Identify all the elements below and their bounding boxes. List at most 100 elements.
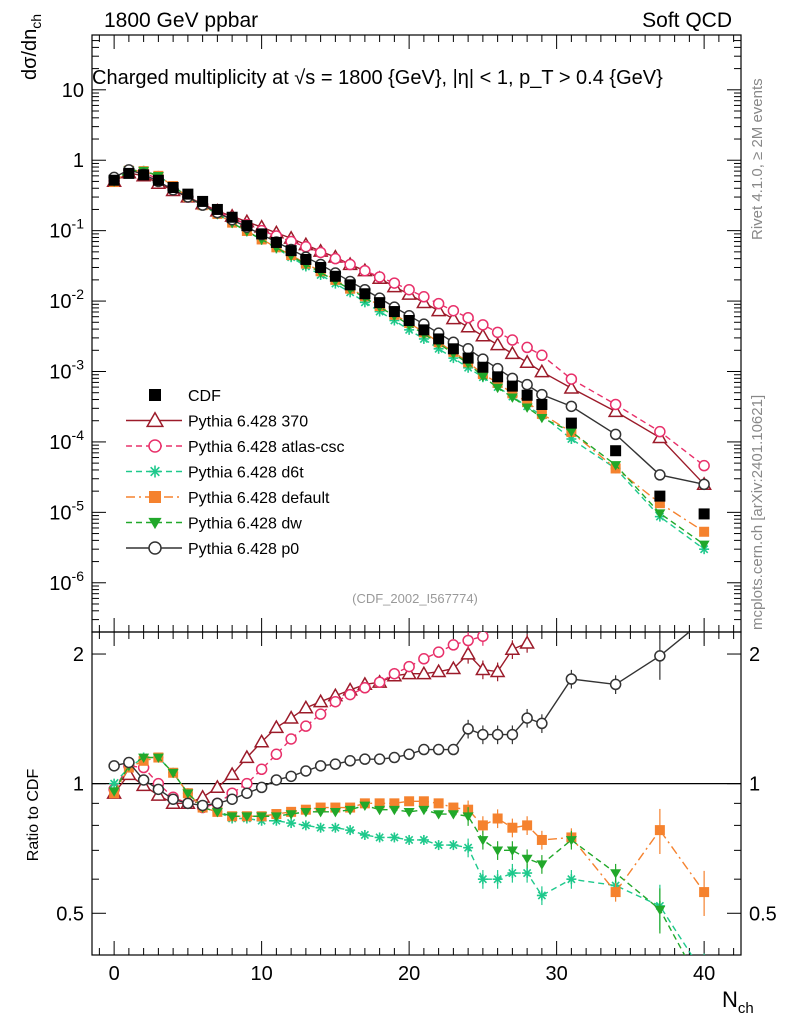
- cdf-point: [418, 324, 430, 336]
- ratio-point: [108, 787, 120, 797]
- ratio-point: [403, 660, 415, 673]
- plot-title: Charged multiplicity at √s = 1800 {GeV},…: [92, 67, 663, 89]
- analysis-watermark: (CDF_2002_I567774): [352, 591, 478, 606]
- ratio-point: [654, 825, 665, 836]
- cdf-point: [138, 169, 150, 181]
- cdf-point: [521, 389, 533, 401]
- ratio-point: [359, 829, 370, 840]
- ratio-point: [448, 802, 459, 813]
- cdf-point: [565, 417, 577, 429]
- ratio-point: [389, 798, 400, 809]
- data-point: [654, 469, 666, 481]
- cdf-point: [123, 167, 135, 179]
- ratio-point: [253, 733, 270, 748]
- ratio-point: [211, 808, 223, 818]
- data-point: [430, 302, 447, 317]
- ratio-point: [565, 673, 578, 685]
- ratio-point: [507, 822, 518, 833]
- ratio-point: [654, 650, 666, 662]
- ratio-point: [300, 808, 312, 818]
- main-y-tick-label: 10-5: [49, 497, 84, 524]
- x-tick-label: 10: [251, 963, 273, 985]
- ratio-y-tick-label-right: 2: [749, 644, 760, 666]
- ratio-point: [477, 874, 488, 885]
- cdf-point: [300, 253, 312, 265]
- ratio-point: [137, 774, 150, 786]
- ratio-point: [241, 777, 253, 790]
- data-point: [445, 310, 462, 325]
- ratio-point: [445, 660, 462, 675]
- cdf-point: [315, 261, 327, 273]
- series-cdf: [108, 167, 710, 520]
- ratio-point: [283, 710, 299, 724]
- legend-marker: [149, 389, 161, 401]
- ratio-point: [506, 728, 519, 741]
- ratio-frame: [91, 631, 742, 956]
- ratio-point: [300, 765, 312, 777]
- legend-marker: [148, 517, 162, 530]
- ratio-point: [345, 825, 356, 836]
- legend-entry: Pythia 6.428 default: [126, 490, 330, 507]
- ratio-point: [182, 797, 194, 810]
- ratio-point: [699, 887, 710, 898]
- ratio-point: [401, 665, 417, 680]
- cdf-point: [285, 245, 297, 257]
- ratio-point: [507, 868, 518, 879]
- main-y-tick-label: 10-4: [49, 427, 84, 454]
- ratio-point: [209, 779, 226, 794]
- ratio-point: [256, 812, 268, 822]
- legend-entry: Pythia 6.428 370: [126, 411, 308, 431]
- ratio-point: [389, 832, 400, 843]
- data-point: [403, 283, 415, 296]
- legend-marker: [145, 411, 165, 428]
- ratio-plot: 0 10 20 30 40 0.5 0.5 1 1 2 2: [56, 35, 777, 985]
- ratio-point: [374, 805, 386, 816]
- ratio-point: [123, 756, 135, 769]
- ratio-point: [432, 646, 445, 658]
- data-point: [699, 526, 710, 537]
- main-y-tick-label: 10-1: [49, 216, 84, 243]
- data-point: [314, 246, 327, 259]
- cdf-point: [477, 361, 489, 373]
- data-point: [521, 403, 533, 413]
- ratio-point: [211, 797, 224, 810]
- ratio-point: [536, 860, 548, 870]
- ratio-point: [416, 665, 432, 680]
- main-y-tick-label: 10-6: [49, 568, 84, 595]
- ratio-point: [285, 810, 297, 820]
- cdf-point: [108, 174, 120, 186]
- data-point: [607, 403, 624, 418]
- ratio-point: [270, 812, 282, 822]
- cdf-point: [403, 314, 415, 326]
- ratio-point: [519, 635, 535, 649]
- cdf-point: [182, 188, 194, 200]
- ratio-point: [255, 763, 268, 776]
- ratio-point: [388, 667, 401, 680]
- cdf-point: [344, 279, 356, 291]
- ratio-point: [108, 760, 120, 772]
- ratio-point: [315, 802, 326, 813]
- ratio-y-tick-label: 1: [73, 774, 84, 796]
- data-point: [506, 334, 519, 346]
- ratio-series: [106, 632, 710, 955]
- ratio-point: [300, 720, 312, 732]
- ratio-point: [477, 820, 488, 831]
- data-point: [654, 425, 666, 438]
- ratio-point: [448, 840, 459, 851]
- legend-label: Pythia 6.428 atlas-csc: [188, 439, 345, 456]
- cdf-point: [698, 508, 710, 520]
- ratio-point: [330, 822, 341, 833]
- x-tick-label: 40: [693, 963, 715, 985]
- ratio-point: [270, 748, 283, 761]
- data-point: [654, 498, 665, 509]
- cdf-point: [211, 203, 223, 215]
- ratio-point: [447, 810, 459, 820]
- legend: CDF Pythia 6.428 370 Pythia 6.428 atlas-cs…: [126, 388, 345, 558]
- ratio-y-tick-label: 0.5: [56, 903, 84, 925]
- ratio-point: [285, 770, 297, 783]
- ratio-y-tick-label-right: 1: [749, 774, 760, 796]
- ratio-point: [462, 723, 474, 735]
- main-y-tick-label: 10: [62, 80, 84, 102]
- mcplots-label: mcplots.cern.ch [arXiv:2401.10621]: [749, 395, 766, 630]
- data-point: [506, 393, 518, 403]
